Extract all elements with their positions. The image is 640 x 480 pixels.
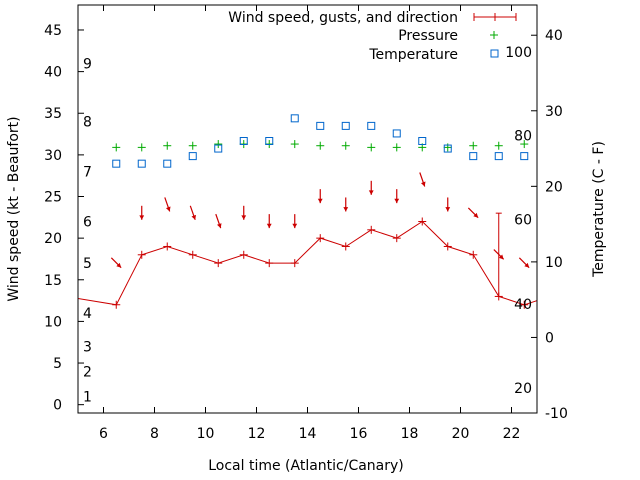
y-right-tick-label: 20 xyxy=(545,179,563,195)
y-left-tick-label: 35 xyxy=(44,106,62,122)
x-tick-label: 12 xyxy=(248,426,266,442)
wind-direction-arrowhead xyxy=(394,198,400,204)
fahrenheit-label: 80 xyxy=(514,129,532,145)
wind-direction-arrowhead xyxy=(165,206,171,212)
wind-speed-line xyxy=(78,220,537,306)
wind-direction-arrowhead xyxy=(191,214,197,220)
wind-direction-arrowhead xyxy=(473,212,479,218)
temperature-point xyxy=(214,144,223,153)
x-tick-label: 10 xyxy=(197,426,215,442)
beaufort-label: 3 xyxy=(83,339,92,355)
temperature-point xyxy=(341,121,350,130)
temperature-point xyxy=(418,137,427,145)
temperature-point xyxy=(188,152,197,161)
fahrenheit-label: 20 xyxy=(514,381,532,397)
fahrenheit-label: 100 xyxy=(505,45,532,61)
temperature-point xyxy=(316,121,325,130)
fahrenheit-label: 60 xyxy=(514,213,532,229)
x-tick-label: 22 xyxy=(503,426,521,442)
legend-temperature-marker xyxy=(490,49,499,58)
y-left-tick-label: 10 xyxy=(44,314,62,330)
data-layer xyxy=(78,114,537,309)
wind-direction-arrowhead xyxy=(343,207,349,212)
temperature-point xyxy=(239,137,248,145)
y-axis-left-label: Wind speed (kt - Beaufort) xyxy=(6,116,22,301)
y-left-tick-label: 40 xyxy=(44,65,62,81)
temperature-point xyxy=(265,137,274,145)
wind-direction-arrowhead xyxy=(139,215,145,220)
y-left-tick-label: 25 xyxy=(44,190,62,206)
axes-layer: 6 8 10 12 14 16 18 20 22051015202530354045-10010… xyxy=(44,5,568,442)
x-tick-label: 8 xyxy=(150,426,159,442)
beaufort-label: 2 xyxy=(83,364,92,380)
wind-direction-arrowhead xyxy=(445,207,451,212)
temperature-point xyxy=(367,121,376,130)
wind-direction-arrowhead xyxy=(266,223,272,229)
wind-direction-arrowhead xyxy=(524,262,530,268)
beaufort-label: 4 xyxy=(83,306,92,322)
y-right-tick-label: 10 xyxy=(545,255,563,271)
x-tick-label: 16 xyxy=(350,426,368,442)
temperature-point xyxy=(520,152,529,161)
temperature-point xyxy=(112,159,121,168)
temperature-point xyxy=(392,129,401,138)
y-left-tick-label: 0 xyxy=(53,398,62,414)
wind-direction-arrowhead xyxy=(116,262,122,268)
temperature-point xyxy=(137,159,146,168)
x-tick-label: 18 xyxy=(401,426,419,442)
y-right-tick-label: 40 xyxy=(545,28,563,44)
x-axis-label: Local time (Atlantic/Canary) xyxy=(208,458,404,474)
x-tick-label: 14 xyxy=(299,426,317,442)
wind-direction-arrowhead xyxy=(420,181,426,187)
legend-temperature-label: Temperature xyxy=(368,47,458,63)
fahrenheit-label: 40 xyxy=(514,297,532,313)
legend-wind-label: Wind speed, gusts, and direction xyxy=(228,10,458,26)
x-tick-label: 6 xyxy=(99,426,108,442)
y-right-tick-label: 0 xyxy=(545,330,554,346)
plot-frame xyxy=(77,4,538,414)
beaufort-label: 8 xyxy=(83,115,92,131)
y-left-tick-label: 30 xyxy=(44,148,62,164)
wind-direction-arrowhead xyxy=(368,190,374,195)
legend-pressure-label: Pressure xyxy=(398,28,458,44)
temperature-point xyxy=(494,152,503,161)
temperature-point xyxy=(443,144,452,153)
y-left-tick-label: 5 xyxy=(53,356,62,372)
wind-direction-arrowhead xyxy=(216,223,222,229)
y-left-tick-label: 15 xyxy=(44,273,62,289)
beaufort-label: 5 xyxy=(83,256,92,272)
beaufort-label: 9 xyxy=(83,56,92,72)
wind-direction-arrowhead xyxy=(241,215,247,220)
y-left-tick-label: 20 xyxy=(44,231,62,247)
legend: Wind speed, gusts, and direction Pressur… xyxy=(228,10,517,63)
y-right-tick-label: 30 xyxy=(545,104,563,120)
y-axis-right-label: Temperature (C - F) xyxy=(591,141,607,278)
wind-direction-arrowhead xyxy=(498,254,504,260)
wind-direction-arrowhead xyxy=(317,198,323,204)
beaufort-label: 7 xyxy=(83,165,92,181)
beaufort-label: 6 xyxy=(83,214,92,230)
x-tick-label: 20 xyxy=(452,426,470,442)
wind-direction-arrowhead xyxy=(292,223,298,229)
temperature-point xyxy=(469,152,478,161)
y-right-tick-label: -10 xyxy=(545,406,568,422)
beaufort-label: 1 xyxy=(83,389,92,405)
temperature-point xyxy=(163,159,172,168)
y-left-tick-label: 45 xyxy=(44,23,62,39)
temperature-point xyxy=(290,114,299,123)
